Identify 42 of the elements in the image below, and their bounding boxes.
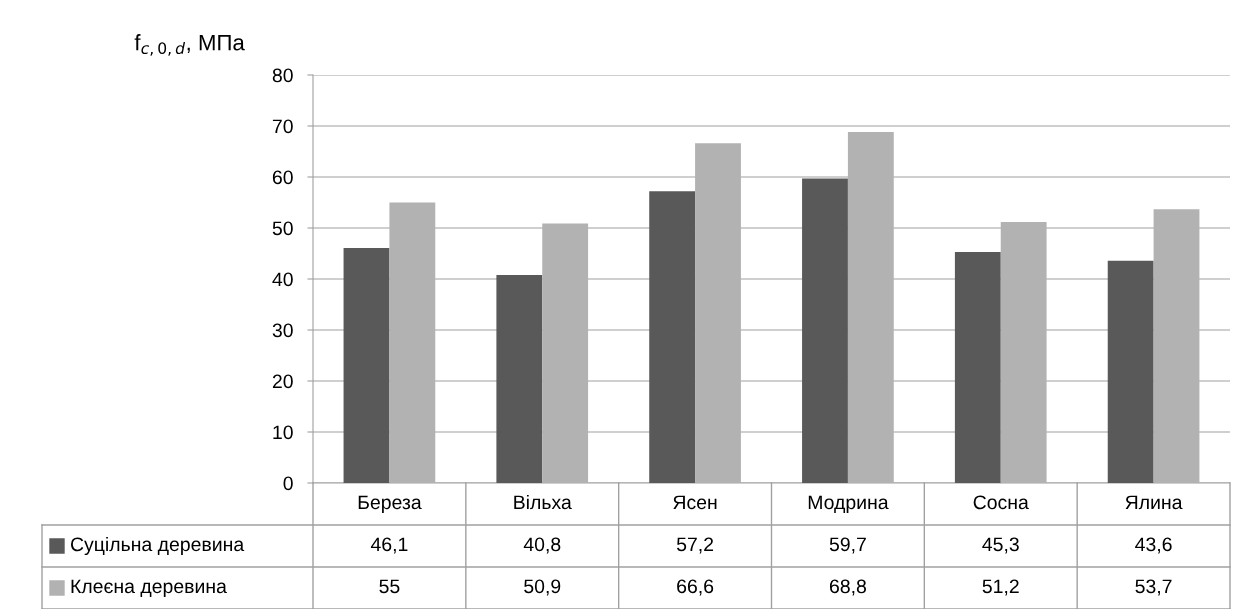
bar bbox=[496, 274, 543, 483]
x-tick-label: Вільха bbox=[514, 494, 572, 510]
data-label: 46,1 bbox=[370, 537, 408, 554]
x-tick-label: Береза bbox=[358, 495, 422, 514]
y-tick-label: 20 bbox=[272, 374, 293, 389]
data-label: 68,8 bbox=[829, 579, 866, 596]
y-tick-label: 10 bbox=[273, 425, 293, 440]
y-tick-label: 80 bbox=[272, 68, 293, 83]
legend-label: Клеєна деревина bbox=[71, 579, 227, 598]
bar bbox=[1107, 260, 1154, 483]
x-tick-label: Ялина bbox=[1125, 495, 1183, 510]
y-tick-label: 30 bbox=[272, 323, 293, 338]
y-tick-label: 50 bbox=[272, 221, 293, 236]
bar bbox=[1000, 221, 1047, 483]
y-tick-label: 70 bbox=[272, 119, 293, 134]
x-tick-label: Сосна bbox=[973, 495, 1029, 510]
data-label: 59,7 bbox=[829, 537, 866, 554]
bar bbox=[802, 178, 848, 483]
bar bbox=[389, 202, 436, 483]
bar bbox=[1153, 209, 1200, 483]
legend-label: Суцільна деревина bbox=[70, 536, 245, 556]
y-tick-label: 60 bbox=[272, 170, 293, 185]
y-tick-label: 0 bbox=[283, 476, 293, 491]
x-tick-label: Модрина bbox=[808, 495, 889, 514]
y-axis-title: f$_{c,0,d}$, МПа bbox=[134, 34, 245, 56]
data-label: 57,2 bbox=[676, 537, 714, 554]
data-label: 53,7 bbox=[1135, 579, 1172, 596]
bar bbox=[695, 143, 741, 483]
y-tick-label: 40 bbox=[272, 272, 293, 287]
bar bbox=[343, 247, 390, 483]
data-label: 55 bbox=[379, 579, 400, 594]
data-label: 51,2 bbox=[982, 579, 1019, 596]
bar bbox=[649, 191, 696, 483]
bar bbox=[542, 223, 589, 483]
bar bbox=[954, 251, 1001, 483]
data-label: 66,6 bbox=[677, 579, 714, 596]
data-label: 40,8 bbox=[523, 537, 561, 554]
bar bbox=[847, 132, 894, 483]
data-label: 43,6 bbox=[1135, 537, 1172, 554]
data-label: 50,9 bbox=[524, 579, 561, 596]
data-label: 45,3 bbox=[982, 537, 1019, 554]
x-tick-label: Ясен bbox=[673, 495, 717, 510]
